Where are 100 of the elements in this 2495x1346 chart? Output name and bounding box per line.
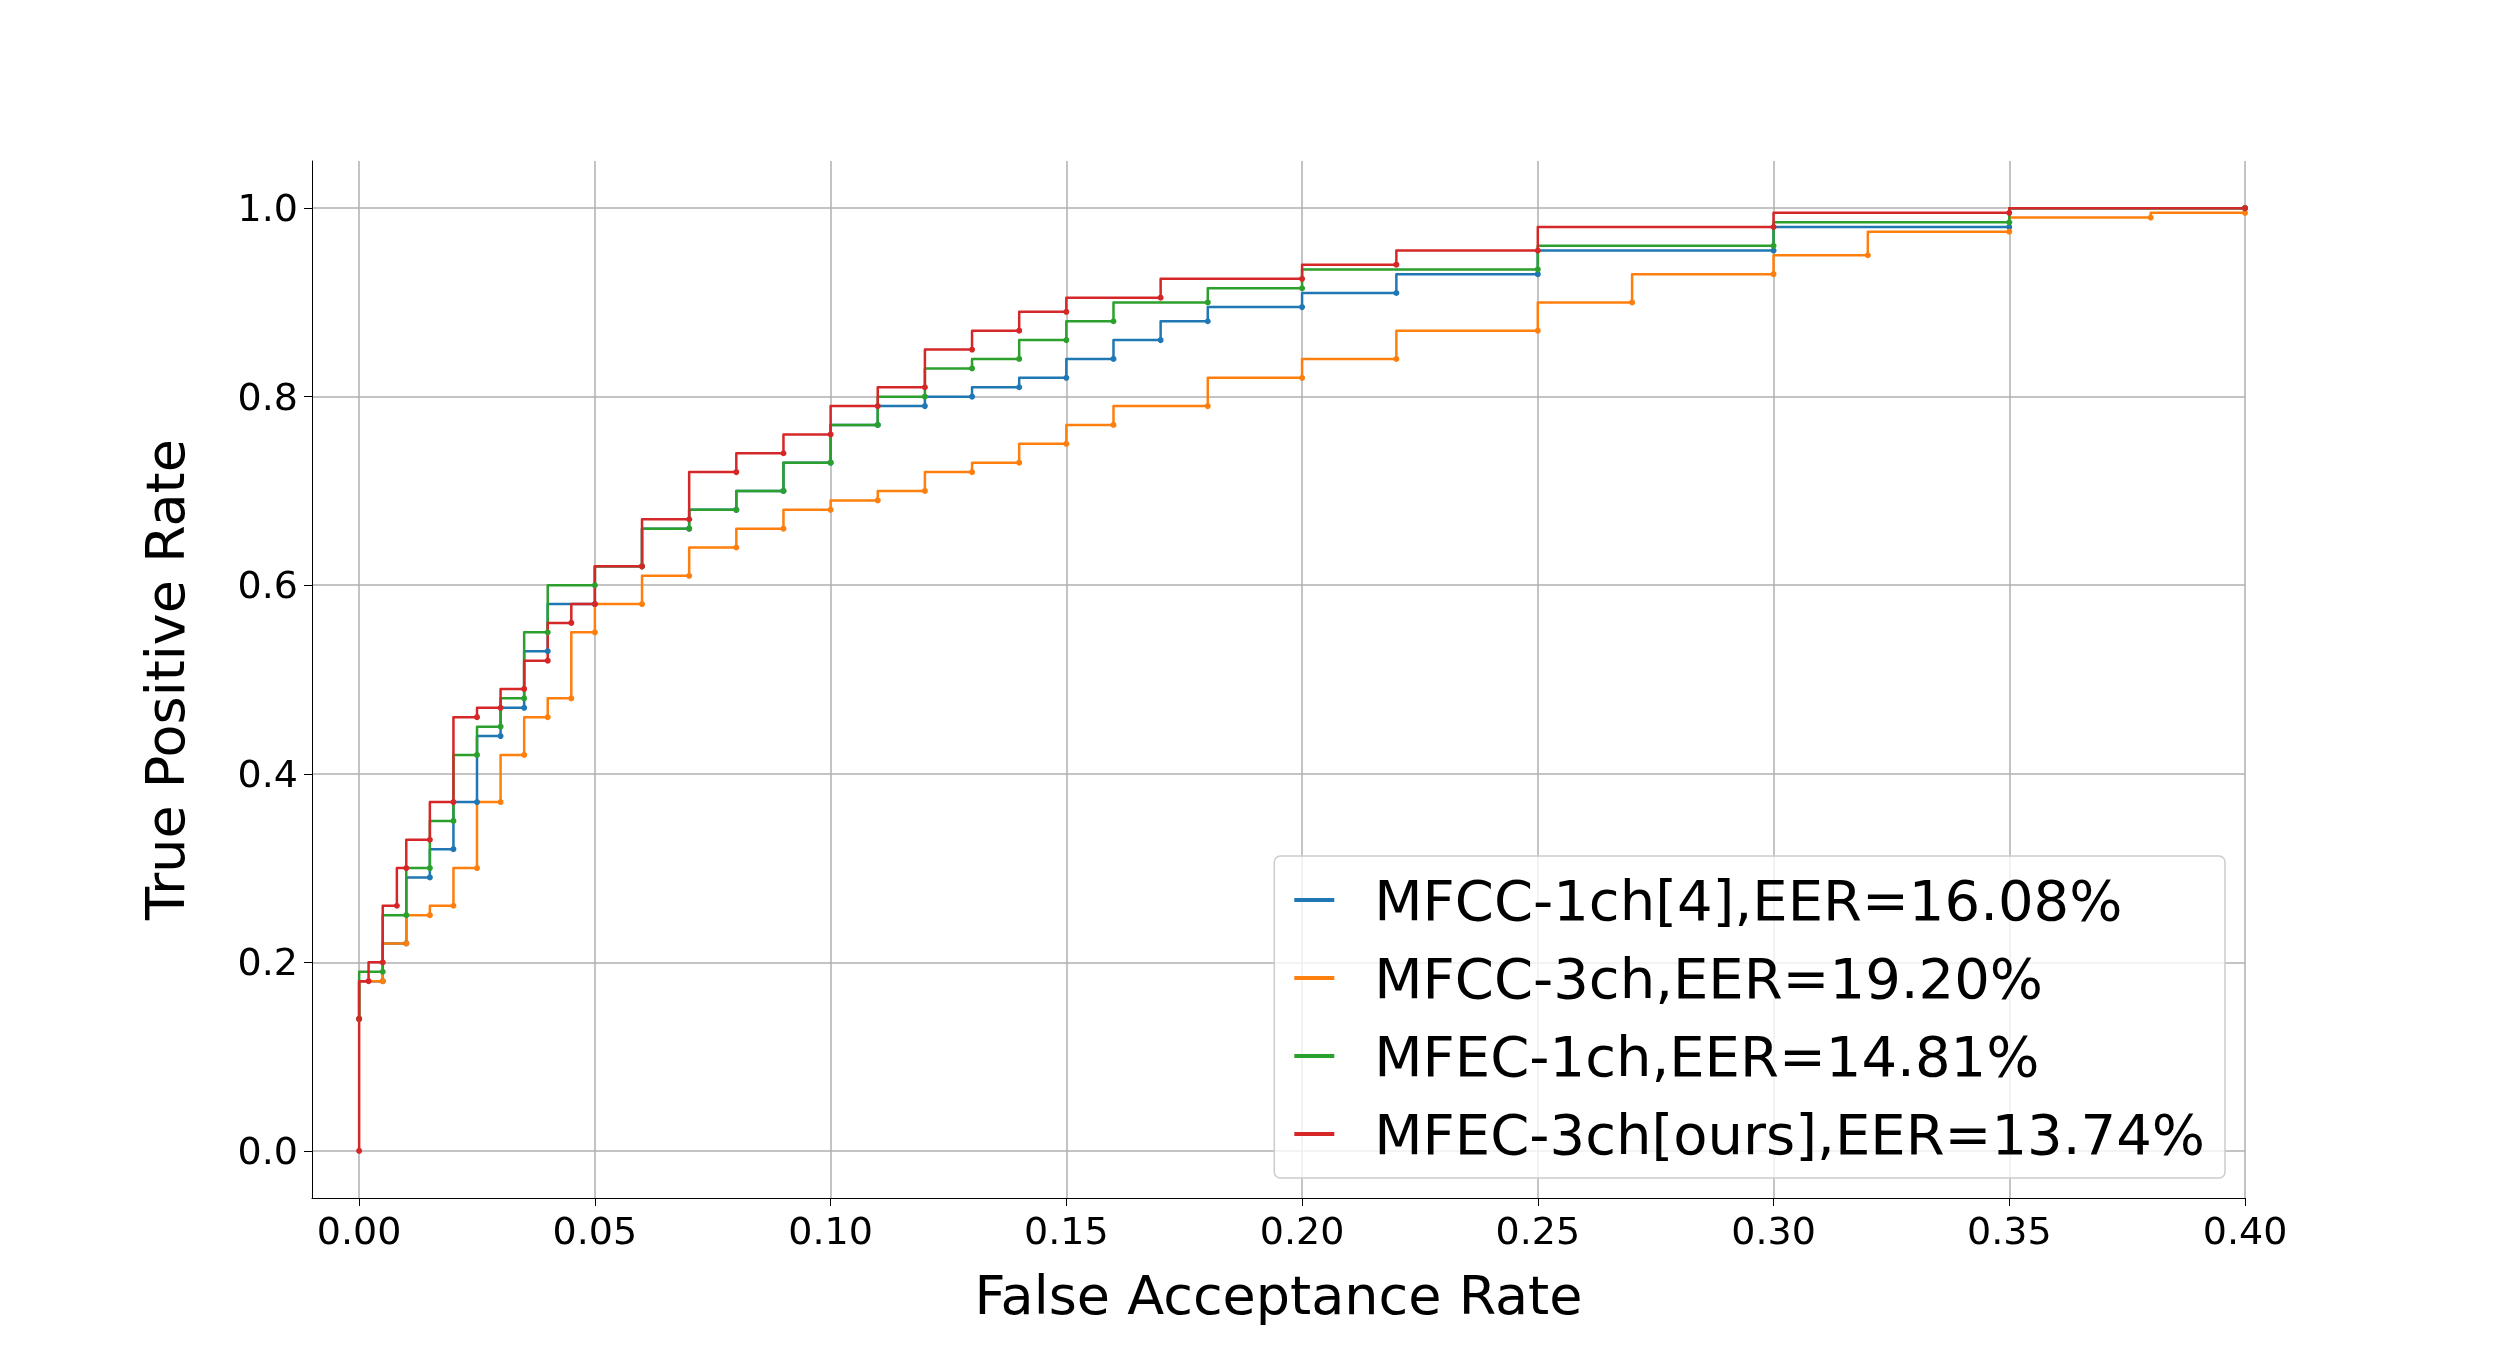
point xyxy=(426,874,433,881)
point xyxy=(1110,355,1117,362)
point xyxy=(521,685,528,692)
point xyxy=(1393,261,1400,268)
point xyxy=(1063,440,1070,447)
point xyxy=(686,516,693,523)
point xyxy=(365,978,372,985)
point xyxy=(497,704,504,711)
point xyxy=(1393,355,1400,362)
point xyxy=(474,865,481,872)
point xyxy=(1157,337,1164,344)
point xyxy=(1299,275,1306,282)
point xyxy=(2006,209,2013,216)
point xyxy=(2006,228,2013,235)
point xyxy=(921,384,928,391)
point xyxy=(733,469,740,476)
point xyxy=(1204,403,1211,410)
point xyxy=(1157,294,1164,301)
point xyxy=(521,695,528,702)
point xyxy=(591,582,598,589)
legend-label: MFCC-3ch,EER=19.20% xyxy=(1374,945,2044,1011)
point xyxy=(544,657,551,664)
point xyxy=(921,403,928,410)
point xyxy=(780,525,787,532)
x-tick-label: 0.10 xyxy=(788,1209,873,1253)
point xyxy=(2006,219,2013,226)
point xyxy=(780,450,787,457)
point xyxy=(639,601,646,608)
point xyxy=(521,704,528,711)
point xyxy=(1393,289,1400,296)
point xyxy=(1016,355,1023,362)
point xyxy=(497,799,504,806)
point xyxy=(1204,318,1211,325)
x-tick-label: 0.00 xyxy=(316,1209,402,1253)
y-tick-label: 0.0 xyxy=(237,1128,298,1173)
y-axis-title: True Positive Rate xyxy=(133,438,197,922)
point xyxy=(426,836,433,843)
point xyxy=(1299,304,1306,311)
point xyxy=(544,629,551,636)
y-tick-label: 0.8 xyxy=(237,374,298,419)
point xyxy=(474,714,481,721)
legend-label: MFEC-3ch[ours],EER=13.74% xyxy=(1374,1101,2205,1167)
legend-label: MFCC-1ch[4],EER=16.08% xyxy=(1374,867,2123,933)
point xyxy=(1534,327,1541,334)
point xyxy=(426,865,433,872)
y-tick-label: 1.0 xyxy=(237,186,298,231)
point xyxy=(426,912,433,919)
point xyxy=(1204,299,1211,306)
point xyxy=(969,346,976,353)
point xyxy=(969,365,976,372)
point xyxy=(403,865,410,872)
point xyxy=(544,714,551,721)
point xyxy=(474,799,481,806)
point xyxy=(1063,374,1070,381)
point xyxy=(827,506,834,513)
point xyxy=(1770,271,1777,278)
point xyxy=(1299,285,1306,292)
point xyxy=(403,912,410,919)
point xyxy=(969,393,976,400)
point xyxy=(521,751,528,758)
point xyxy=(568,695,575,702)
point xyxy=(568,619,575,626)
point xyxy=(1864,252,1871,259)
point xyxy=(1063,337,1070,344)
point xyxy=(686,572,693,579)
legend-label: MFEC-1ch,EER=14.81% xyxy=(1374,1023,2040,1089)
x-tick-label: 0.20 xyxy=(1259,1209,1345,1253)
point xyxy=(1110,421,1117,428)
point xyxy=(474,751,481,758)
x-tick-label: 0.35 xyxy=(1966,1209,2052,1253)
point xyxy=(1016,459,1023,466)
point xyxy=(921,393,928,400)
point xyxy=(1534,247,1541,254)
point xyxy=(1063,308,1070,315)
point xyxy=(497,733,504,740)
point xyxy=(591,629,598,636)
y-tick-label: 0.6 xyxy=(237,563,298,608)
point xyxy=(379,959,386,966)
point xyxy=(1534,266,1541,273)
x-tick-label: 0.15 xyxy=(1024,1209,1109,1253)
point xyxy=(921,487,928,494)
point xyxy=(393,902,400,909)
point xyxy=(450,799,457,806)
x-axis-title: False Acceptance Rate xyxy=(974,1263,1583,1327)
point xyxy=(1016,327,1023,334)
point xyxy=(450,846,457,853)
point xyxy=(874,403,881,410)
point xyxy=(969,469,976,476)
point xyxy=(379,968,386,975)
x-tick-label: 0.40 xyxy=(2202,1209,2288,1253)
y-tick-label: 0.2 xyxy=(237,940,298,985)
point xyxy=(544,648,551,655)
point xyxy=(450,902,457,909)
point xyxy=(1770,242,1777,249)
point xyxy=(1534,271,1541,278)
point xyxy=(1016,384,1023,391)
y-tick-label: 0.4 xyxy=(237,751,298,796)
point xyxy=(1110,318,1117,325)
point xyxy=(356,1147,363,1154)
point xyxy=(1299,374,1306,381)
